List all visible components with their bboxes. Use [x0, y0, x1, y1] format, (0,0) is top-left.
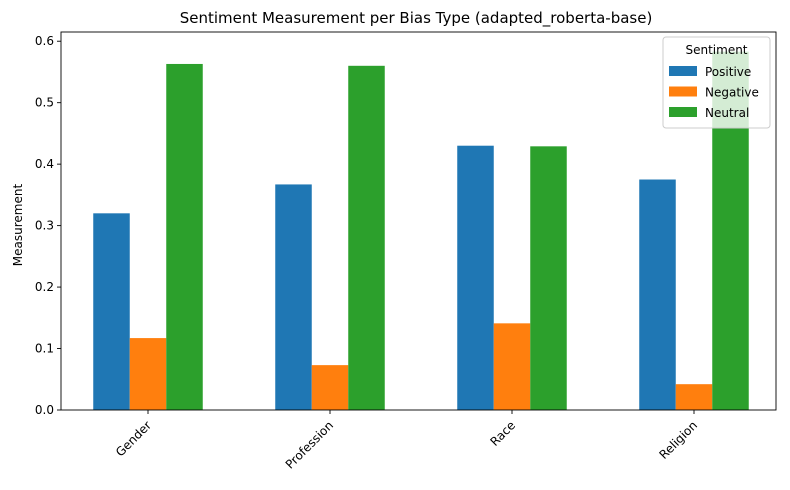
- legend-box: [662, 36, 771, 129]
- bars-layer: [93, 51, 749, 411]
- y-tick-label: 0.0: [35, 403, 54, 417]
- legend-swatch-neutral: [669, 107, 697, 117]
- bar-positive-religion: [639, 179, 676, 410]
- bar-negative-religion: [675, 384, 713, 410]
- bar-negative-race: [493, 323, 531, 410]
- chart-title: Sentiment Measurement per Bias Type (ada…: [180, 9, 653, 28]
- x-tick-label-religion: Religion: [656, 418, 700, 462]
- bar-negative-profession: [311, 365, 349, 410]
- legend-label-neutral: Neutral: [705, 106, 749, 120]
- x-tick-label-race: Race: [487, 418, 518, 449]
- legend-title: Sentiment: [685, 43, 747, 57]
- bar-neutral-race: [530, 146, 567, 410]
- y-tick-label: 0.1: [35, 342, 54, 356]
- legend-label-positive: Positive: [705, 65, 751, 79]
- bar-positive-profession: [275, 184, 312, 410]
- y-tick-label: 0.3: [35, 219, 54, 233]
- x-tick-label-profession: Profession: [283, 418, 336, 471]
- bar-positive-gender: [93, 213, 130, 410]
- y-tick-label: 0.6: [35, 34, 54, 48]
- bar-negative-gender: [129, 338, 167, 410]
- legend-swatch-positive: [669, 66, 697, 76]
- y-axis-label: Measurement: [11, 184, 25, 267]
- legend-label-negative: Negative: [705, 86, 759, 100]
- bar-positive-race: [457, 145, 494, 410]
- bar-neutral-profession: [348, 65, 385, 411]
- y-tick-label: 0.4: [35, 157, 54, 171]
- legend-swatch-negative: [669, 86, 697, 97]
- plot-frame: [60, 31, 777, 411]
- y-tick-label: 0.2: [35, 280, 54, 294]
- bar-neutral-gender: [166, 63, 203, 411]
- x-tick-label-gender: Gender: [113, 418, 154, 459]
- y-tick-label: 0.5: [35, 96, 54, 110]
- legend: Sentiment Positive Negative Neutral: [662, 36, 771, 129]
